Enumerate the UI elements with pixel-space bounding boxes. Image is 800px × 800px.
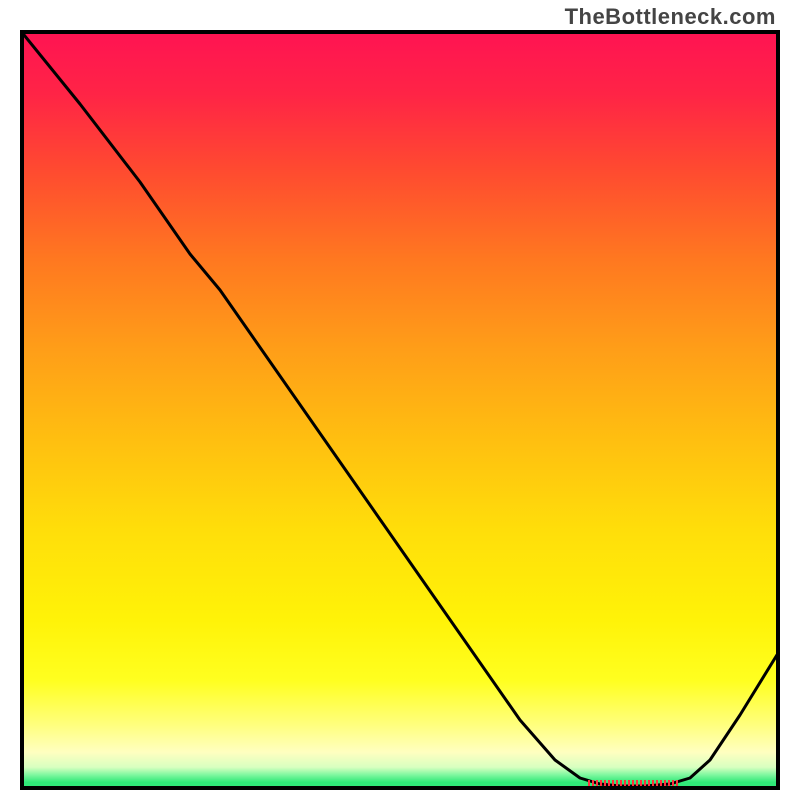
chart-marker [588, 780, 678, 786]
chart-background [24, 34, 776, 786]
watermark-text: TheBottleneck.com [565, 4, 776, 30]
chart-svg [20, 30, 780, 790]
chart-plot-area [20, 30, 780, 790]
